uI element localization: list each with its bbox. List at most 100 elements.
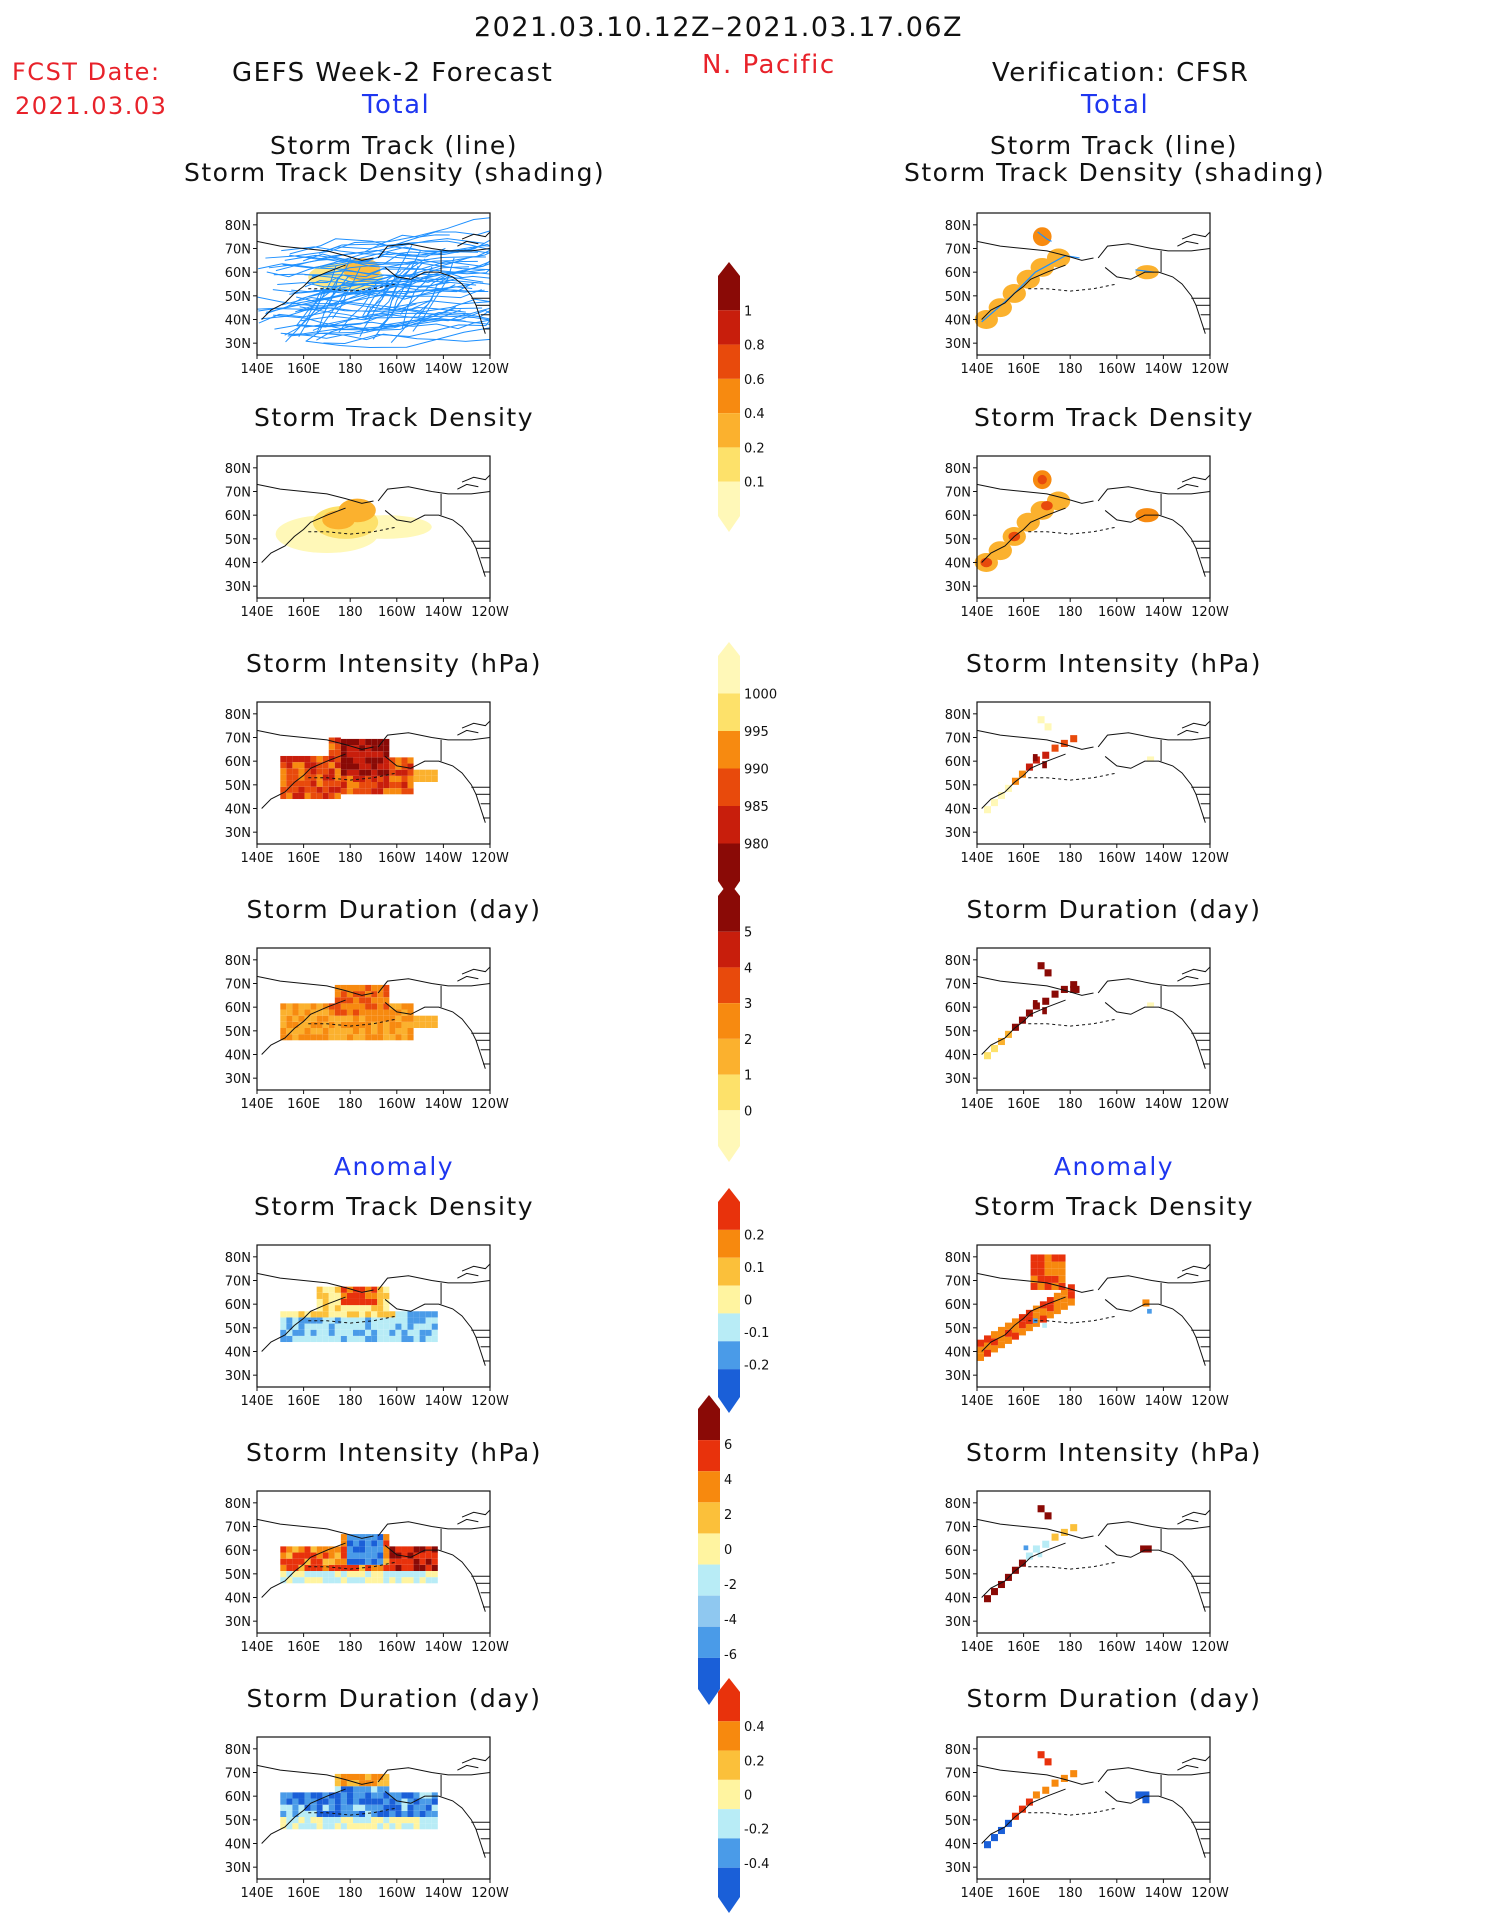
coast-arctic-islands	[457, 729, 479, 736]
colorbar-anom-duration: 0.4 0.2 0 -0.2 -0.4	[718, 1678, 769, 1913]
grid-cell	[365, 1810, 372, 1817]
grid-cell	[286, 1816, 293, 1824]
map-right-anom-storm-track-density: 140E 160E 180 160W 140W 120W 80N 70N 60N 50N 40N 30…	[945, 1244, 1229, 1409]
colorbar-arrow	[718, 516, 740, 532]
grid-cell	[1147, 1308, 1152, 1314]
grid-cell	[431, 1335, 438, 1343]
grid-cell	[340, 745, 347, 752]
lon-tick-label: 180	[338, 1886, 363, 1901]
grid-cell	[328, 749, 335, 756]
colorbar-segment	[718, 656, 740, 694]
grid-cell	[328, 1816, 335, 1824]
left-density-title: Storm Track Density	[253, 403, 534, 432]
grid-cell	[1025, 763, 1033, 771]
grid-cell	[304, 1015, 311, 1022]
grid-cell	[1025, 1798, 1033, 1806]
grid-cell	[383, 1034, 390, 1041]
coast-alaska-north	[1097, 1521, 1211, 1537]
coast-arctic-islands	[1177, 483, 1199, 490]
grid-cell	[316, 1305, 323, 1312]
lon-tick-label: 120W	[1191, 605, 1229, 620]
grid-cell	[1046, 1297, 1054, 1305]
grid-cell	[334, 1329, 341, 1336]
lon-tick-label: 160W	[1098, 1640, 1136, 1655]
grid-cell	[304, 786, 311, 793]
coastline	[256, 966, 491, 1069]
lon-tick-label: 160W	[378, 1097, 416, 1112]
grid-cell	[365, 738, 372, 746]
colorbar-label: -6	[724, 1648, 737, 1663]
grid-cell	[407, 1021, 414, 1028]
grid-cell	[286, 1015, 293, 1022]
grid-cell	[316, 1027, 323, 1035]
grid-cell	[328, 1323, 335, 1330]
colorbar-segment	[718, 1003, 740, 1039]
grid-cell	[997, 791, 1005, 800]
lat-tick-label: 30N	[945, 1369, 971, 1384]
grid-cell	[322, 1792, 329, 1799]
grid-cell	[322, 1311, 329, 1318]
lon-tick-label: 160E	[287, 1640, 320, 1655]
grid-cell	[395, 1034, 402, 1041]
grid-cell	[310, 780, 317, 787]
grid-cell	[298, 1311, 305, 1318]
lat-tick-label: 60N	[945, 509, 971, 524]
grid-cell	[365, 751, 372, 758]
grid-cell	[365, 1305, 372, 1312]
storm-track-line	[258, 284, 456, 324]
grid-cell	[346, 1798, 353, 1805]
grid-cell	[322, 774, 329, 781]
grid-cell	[334, 1323, 341, 1330]
grid-cell	[328, 780, 335, 787]
map-background	[977, 1491, 1210, 1633]
lon-tick-label: 140W	[1145, 1640, 1183, 1655]
grid-cell	[359, 1804, 366, 1811]
grid-cell	[286, 792, 293, 800]
grid-cell	[328, 1558, 335, 1565]
storm-track-line	[287, 309, 491, 337]
coast-alaska-north	[1097, 486, 1211, 502]
lon-tick-label: 160W	[1098, 1394, 1136, 1409]
grid-cell	[413, 1335, 420, 1343]
grid-cell	[334, 1546, 341, 1553]
grid-cell	[286, 1335, 293, 1343]
coast-arctic-islands	[1177, 1272, 1199, 1279]
grid-cell	[431, 1552, 438, 1559]
coast-arctic-islands	[461, 474, 491, 483]
grid-cell	[1060, 985, 1068, 993]
grid-cell	[359, 1780, 366, 1787]
grid-cell	[359, 751, 366, 758]
grid-cell	[997, 1333, 1005, 1342]
grid-cell	[389, 1009, 396, 1016]
grid-cell	[401, 757, 408, 764]
grid-cell	[377, 775, 384, 782]
grid-cell	[298, 1792, 305, 1799]
grid-cell	[395, 1564, 402, 1571]
coast-kamchatka	[981, 507, 1066, 563]
grid-cell	[304, 1546, 311, 1553]
grid-cell	[316, 768, 323, 775]
grid-cell	[365, 997, 372, 1004]
grid-cell	[359, 1823, 366, 1830]
lon-tick-label: 140W	[1145, 362, 1183, 377]
grid-cell	[389, 1564, 396, 1571]
grid-cell	[328, 1305, 335, 1312]
coast-siberia	[976, 1518, 1094, 1539]
grid-cell	[359, 1015, 366, 1022]
grid-cell	[352, 769, 360, 776]
grid-cell	[346, 1286, 353, 1293]
grid-cell	[365, 1577, 372, 1584]
density-blob	[988, 298, 1012, 318]
grid-cell	[346, 763, 353, 770]
grid-cell	[1046, 1311, 1054, 1319]
lat-tick-label: 80N	[225, 219, 251, 234]
grid-cell	[371, 1027, 378, 1035]
grid-cell	[431, 1317, 438, 1324]
lon-tick-label: 140W	[425, 1394, 463, 1409]
grid-cell	[377, 997, 384, 1004]
lon-tick-label: 140E	[240, 1394, 273, 1409]
density-blob	[1046, 491, 1071, 511]
grid-cell	[280, 1570, 287, 1578]
grid-cell	[328, 1792, 335, 1799]
grid-cell	[359, 757, 366, 764]
